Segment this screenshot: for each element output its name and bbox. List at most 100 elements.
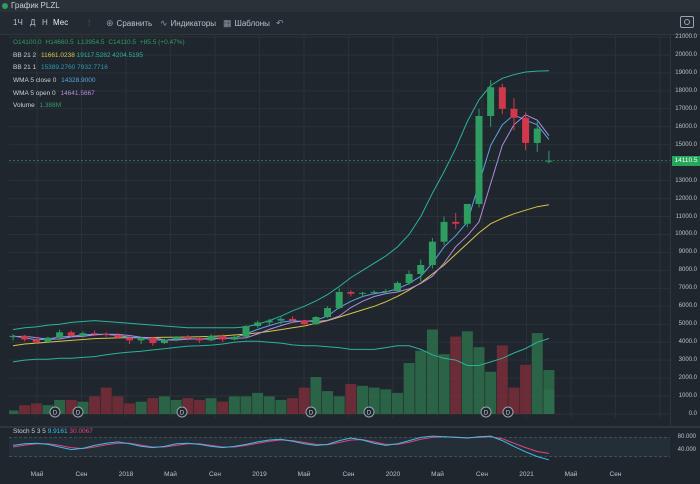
legend-volume[interactable]: Volume 1.388M [13, 100, 187, 113]
volume-bar [520, 364, 532, 414]
candle-body [242, 326, 250, 337]
timeframe-month-button[interactable]: Мес [53, 18, 69, 27]
volume-bar [415, 350, 427, 414]
volume-bar [426, 329, 438, 414]
candle-body [347, 291, 355, 294]
price-tick-label: 19000.0 [675, 69, 697, 76]
chart-grid [9, 35, 670, 418]
candle-body [44, 337, 52, 343]
volume-bar [217, 401, 229, 414]
bb211-upper: 15389.2760 [40, 64, 76, 72]
candle-body [463, 203, 471, 224]
volume-bar [135, 401, 147, 414]
volume-bar [19, 405, 31, 414]
timeframe-1h-button[interactable]: 1Ч [13, 18, 23, 27]
legend-bb212[interactable]: BB 21 2 11661.0238 19117.5282 4204.5195 [13, 50, 187, 63]
volume-bar [182, 398, 194, 414]
indicators-button[interactable]: ∿ Индикаторы [160, 17, 216, 29]
price-tick-label: 6000.0 [678, 303, 697, 310]
candle-body [277, 318, 285, 321]
current-price-tag: 14110.5 [672, 155, 700, 166]
templates-button[interactable]: ▦ Шаблоны [223, 17, 270, 29]
price-tick-label: 9000.0 [678, 249, 697, 256]
candle-body [32, 339, 40, 343]
dividend-marker: D [176, 406, 188, 418]
stoch-tick-label: 40.000 [677, 447, 696, 454]
volume-bar [298, 387, 310, 414]
volume-bar [403, 362, 415, 414]
time-axis[interactable]: Май Сен 2018 Май Сен 2019 Май Сен 2020 Май Сен 2021… [9, 466, 670, 484]
dividend-marker: D [480, 406, 492, 418]
stoch-d-value: 30.0067 [69, 428, 93, 435]
volume-bar [263, 396, 275, 414]
volume-bar [345, 384, 357, 414]
candle-body [510, 108, 518, 118]
legend-wma-open[interactable]: WMA 5 open 0 14641.5667 [13, 88, 187, 101]
stochastic-pane[interactable] [9, 429, 670, 465]
volume-bars [9, 329, 555, 414]
candle-body [428, 241, 436, 265]
candle-body [207, 335, 215, 341]
chart-type-button[interactable]: ⫶ [88, 17, 93, 29]
price-tick-label: 15000.0 [675, 141, 697, 148]
volume-bar [391, 392, 403, 414]
candle-body [9, 335, 17, 337]
volume-bar [368, 387, 380, 414]
candles [9, 80, 670, 346]
price-axis[interactable]: 21000.0 20000.0 19000.0 18000.0 17000.0 16000… [670, 34, 700, 427]
time-tick-label: Май [431, 471, 444, 478]
compare-label: Сравнить [116, 19, 153, 28]
candle-body [522, 117, 530, 143]
volume-bar [158, 396, 170, 414]
volume-bar [252, 392, 264, 414]
window-title: График PLZL [11, 1, 60, 10]
undo-button[interactable]: ↶ [276, 17, 287, 29]
candle-body [370, 291, 378, 293]
bb-lower-line [12, 338, 550, 366]
screenshot-camera-icon[interactable] [680, 16, 694, 28]
candle-body [452, 221, 460, 224]
timeframe-week-button[interactable]: Н [42, 18, 48, 27]
time-tick-label: Сен [476, 471, 488, 478]
candle-body [184, 336, 192, 339]
candle-body [254, 322, 262, 327]
pane-separator[interactable] [0, 426, 700, 428]
legend-bb211[interactable]: BB 21 1 15389.2760 7932.7716 [13, 62, 187, 75]
candle-body [359, 292, 366, 294]
volume-bar [450, 336, 462, 414]
indicator-legend: O14100.0 H14660.5 L13954.5 C14110.5 +85.… [13, 37, 187, 113]
bb211-label: BB 21 1 [13, 64, 37, 72]
volume-bar [531, 333, 543, 414]
dividend-letter: D [309, 411, 314, 417]
candle-body [393, 282, 401, 292]
candle-body [219, 335, 227, 340]
price-tick-label: 21000.0 [675, 34, 697, 40]
time-tick-label: 2018 [118, 471, 134, 478]
volume-bar [508, 387, 520, 414]
bb212-label: BB 21 2 [13, 51, 37, 59]
wma-open-value: 14641.5667 [60, 89, 95, 97]
dividend-marker: D [49, 406, 61, 418]
close-value: C14110.5 [108, 39, 137, 46]
candle-body [545, 160, 553, 162]
volume-bar [77, 401, 89, 414]
time-tick-label: Май [297, 471, 311, 478]
candle-body [289, 318, 297, 321]
price-tick-label: 7000.0 [678, 285, 697, 292]
volume-bar [333, 396, 345, 414]
legend-wma-close[interactable]: WMA 5 close 0 14328.9000 [13, 75, 187, 88]
price-tick-label: 18000.0 [675, 87, 697, 94]
timeframe-day-button[interactable]: Д [30, 18, 36, 27]
candle-body [56, 332, 64, 338]
price-tick-label: 5000.0 [678, 321, 697, 328]
compare-button[interactable]: ⊕ Сравнить [106, 17, 152, 29]
volume-bar [100, 387, 112, 414]
candle-body [195, 338, 203, 341]
bb212-middle: 11661.0238 [40, 51, 75, 59]
dividend-marker: D [363, 406, 375, 418]
stoch-label: Stoch 5 3 5 [13, 428, 46, 435]
time-tick-label: Сен [342, 471, 355, 478]
volume-label: Volume [13, 102, 35, 110]
